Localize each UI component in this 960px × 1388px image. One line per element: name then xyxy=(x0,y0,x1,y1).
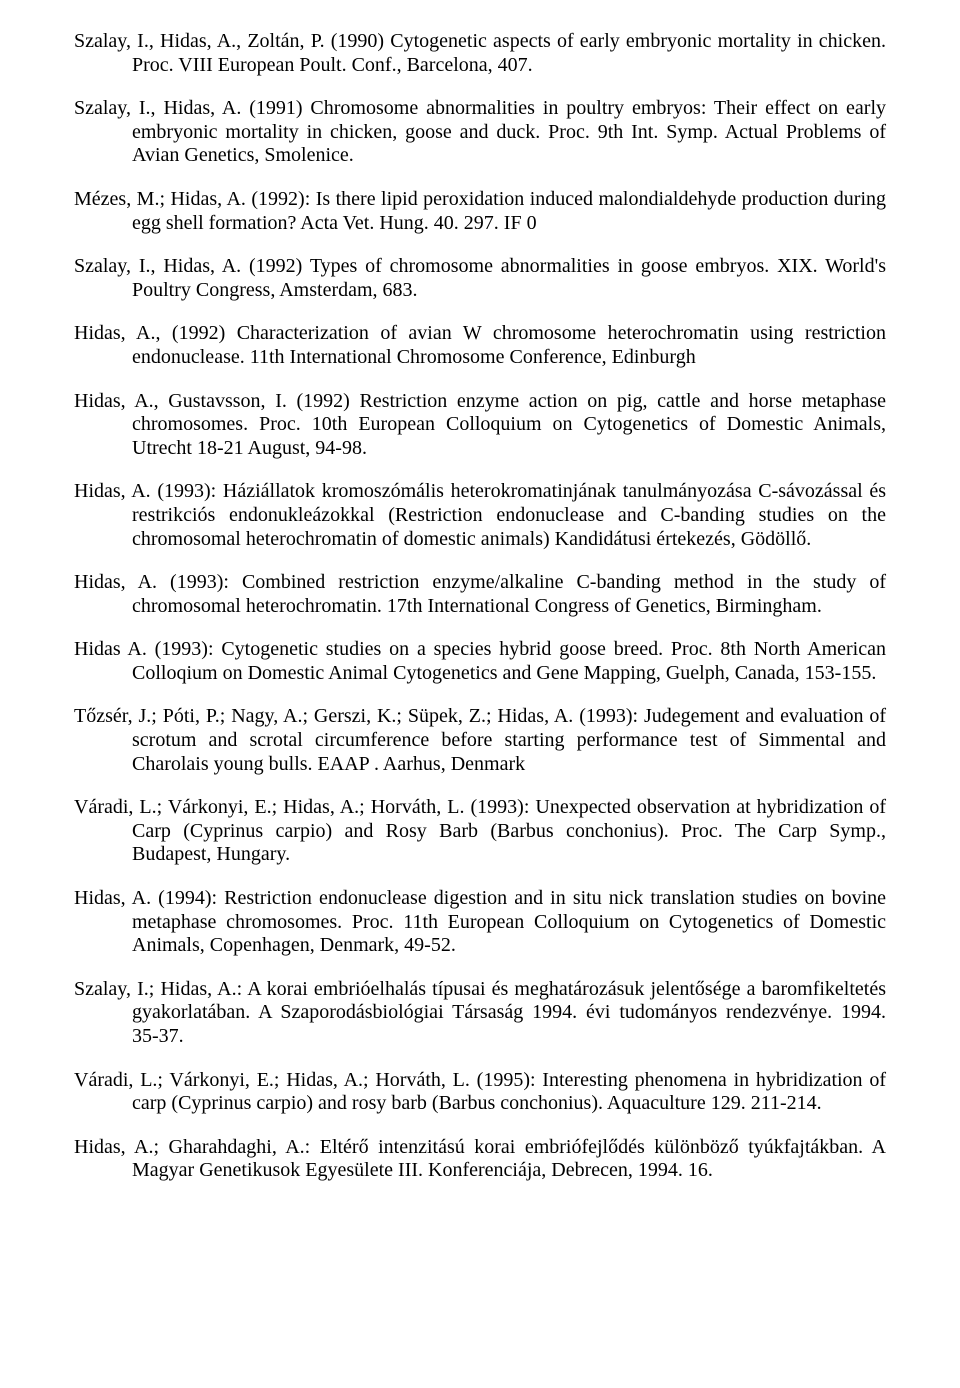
reference-item: Hidas, A. (1994): Restriction endonuclea… xyxy=(74,887,886,958)
reference-item: Tőzsér, J.; Póti, P.; Nagy, A.; Gerszi, … xyxy=(74,705,886,776)
reference-item: Hidas, A. (1993): Combined restriction e… xyxy=(74,571,886,618)
reference-item: Hidas, A.; Gharahdaghi, A.: Eltérő inten… xyxy=(74,1136,886,1183)
reference-item: Hidas A. (1993): Cytogenetic studies on … xyxy=(74,638,886,685)
reference-item: Hidas, A. (1993): Háziállatok kromoszómá… xyxy=(74,480,886,551)
reference-item: Hidas, A., (1992) Characterization of av… xyxy=(74,322,886,369)
reference-item: Mézes, M.; Hidas, A. (1992): Is there li… xyxy=(74,188,886,235)
reference-item: Szalay, I., Hidas, A. (1991) Chromosome … xyxy=(74,97,886,168)
reference-item: Szalay, I.; Hidas, A.: A korai embrióelh… xyxy=(74,978,886,1049)
reference-item: Váradi, L.; Várkonyi, E.; Hidas, A.; Hor… xyxy=(74,1069,886,1116)
reference-item: Váradi, L.; Várkonyi, E.; Hidas, A.; Hor… xyxy=(74,796,886,867)
reference-item: Szalay, I., Hidas, A. (1992) Types of ch… xyxy=(74,255,886,302)
reference-item: Szalay, I., Hidas, A., Zoltán, P. (1990)… xyxy=(74,30,886,77)
reference-item: Hidas, A., Gustavsson, I. (1992) Restric… xyxy=(74,390,886,461)
